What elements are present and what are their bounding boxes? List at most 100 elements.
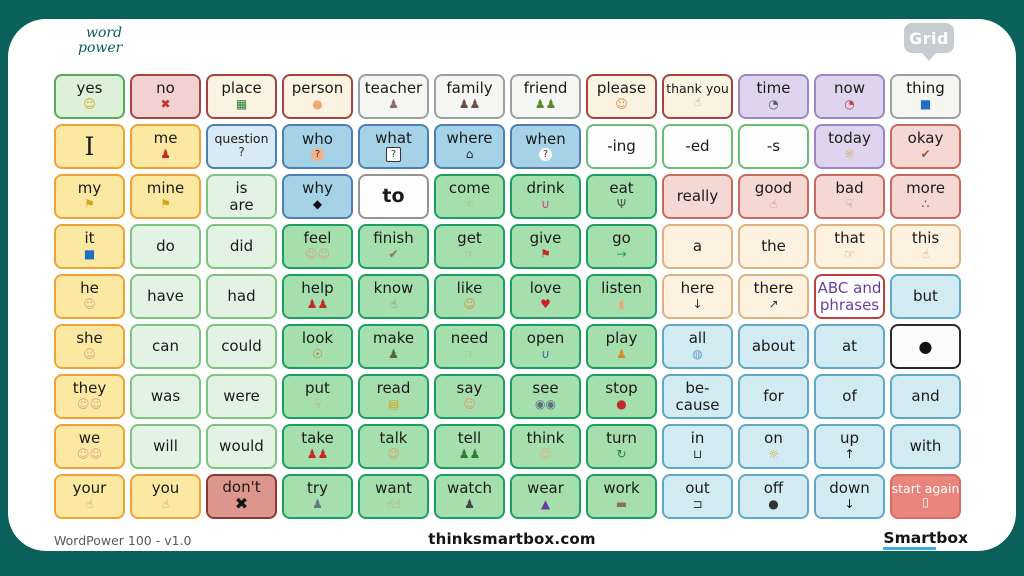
cell-feel[interactable]: feel ☺☺ bbox=[282, 224, 353, 269]
cell-was[interactable]: was bbox=[130, 374, 201, 419]
cell-is-are[interactable]: is are bbox=[206, 174, 277, 219]
cell-know[interactable]: know ☝ bbox=[358, 274, 429, 319]
cell-it[interactable]: it ■ bbox=[54, 224, 125, 269]
cell-turn[interactable]: turn ↻ bbox=[586, 424, 657, 469]
cell-look[interactable]: look ☉ bbox=[282, 324, 353, 369]
cell-bad[interactable]: bad ☟ bbox=[814, 174, 885, 219]
cell-suffix-s[interactable]: -s bbox=[738, 124, 809, 169]
cell-of[interactable]: of bbox=[814, 374, 885, 419]
cell-can[interactable]: can bbox=[130, 324, 201, 369]
cell-period[interactable]: ● bbox=[890, 324, 961, 369]
cell-person[interactable]: person ● bbox=[282, 74, 353, 119]
cell-play[interactable]: play ♟ bbox=[586, 324, 657, 369]
cell-i[interactable]: I bbox=[54, 124, 125, 169]
cell-place[interactable]: place ▦ bbox=[206, 74, 277, 119]
cell-get[interactable]: get ☞ bbox=[434, 224, 505, 269]
cell-help[interactable]: help ♟♟ bbox=[282, 274, 353, 319]
cell-stop[interactable]: stop ● bbox=[586, 374, 657, 419]
cell-now[interactable]: now ◔ bbox=[814, 74, 885, 119]
cell-go[interactable]: go → bbox=[586, 224, 657, 269]
cell-need[interactable]: need ☞ bbox=[434, 324, 505, 369]
cell-thank-you[interactable]: thank you ☝ bbox=[662, 74, 733, 119]
cell-wear[interactable]: wear ▲ bbox=[510, 474, 581, 519]
cell-do[interactable]: do bbox=[130, 224, 201, 269]
cell-want[interactable]: want ☝☝ bbox=[358, 474, 429, 519]
cell-work[interactable]: work ▬ bbox=[586, 474, 657, 519]
cell-at[interactable]: at bbox=[814, 324, 885, 369]
cell-we[interactable]: we ☺☺ bbox=[54, 424, 125, 469]
cell-a[interactable]: a bbox=[662, 224, 733, 269]
cell-there[interactable]: there ↗ bbox=[738, 274, 809, 319]
cell-finish[interactable]: finish ✔ bbox=[358, 224, 429, 269]
cell-where[interactable]: where ⌂ bbox=[434, 124, 505, 169]
cell-the[interactable]: the bbox=[738, 224, 809, 269]
cell-would[interactable]: would bbox=[206, 424, 277, 469]
cell-up[interactable]: up ↑ bbox=[814, 424, 885, 469]
cell-down[interactable]: down ↓ bbox=[814, 474, 885, 519]
cell-but[interactable]: but bbox=[890, 274, 961, 319]
cell-with[interactable]: with bbox=[890, 424, 961, 469]
cell-take[interactable]: take ♟♟ bbox=[282, 424, 353, 469]
cell-family[interactable]: family ♟♟ bbox=[434, 74, 505, 119]
cell-listen[interactable]: listen ◖ bbox=[586, 274, 657, 319]
cell-about[interactable]: about bbox=[738, 324, 809, 369]
cell-she[interactable]: she ☺ bbox=[54, 324, 125, 369]
cell-had[interactable]: had bbox=[206, 274, 277, 319]
cell-time[interactable]: time ◔ bbox=[738, 74, 809, 119]
cell-all[interactable]: all ◍ bbox=[662, 324, 733, 369]
cell-talk[interactable]: talk ☺ bbox=[358, 424, 429, 469]
cell-try[interactable]: try ♟ bbox=[282, 474, 353, 519]
cell-love[interactable]: love ♥ bbox=[510, 274, 581, 319]
cell-okay[interactable]: okay ✔ bbox=[890, 124, 961, 169]
cell-your[interactable]: your ☝ bbox=[54, 474, 125, 519]
cell-open[interactable]: open ∪ bbox=[510, 324, 581, 369]
cell-off[interactable]: off ● bbox=[738, 474, 809, 519]
cell-really[interactable]: really bbox=[662, 174, 733, 219]
cell-more[interactable]: more ∴ bbox=[890, 174, 961, 219]
cell-teacher[interactable]: teacher ♟ bbox=[358, 74, 429, 119]
cell-did[interactable]: did bbox=[206, 224, 277, 269]
cell-suffix-ed[interactable]: -ed bbox=[662, 124, 733, 169]
cell-like[interactable]: like ☺ bbox=[434, 274, 505, 319]
cell-today[interactable]: today ☼ bbox=[814, 124, 885, 169]
cell-friend[interactable]: friend ♟♟ bbox=[510, 74, 581, 119]
cell-read[interactable]: read ▤ bbox=[358, 374, 429, 419]
cell-see[interactable]: see ◉◉ bbox=[510, 374, 581, 419]
cell-give[interactable]: give ⚑ bbox=[510, 224, 581, 269]
cell-start-again[interactable]: start again ▯ bbox=[890, 474, 961, 519]
cell-suffix-ing[interactable]: -ing bbox=[586, 124, 657, 169]
cell-think[interactable]: think ☺ bbox=[510, 424, 581, 469]
cell-thing[interactable]: thing ■ bbox=[890, 74, 961, 119]
cell-eat[interactable]: eat Ψ bbox=[586, 174, 657, 219]
cell-here[interactable]: here ↓ bbox=[662, 274, 733, 319]
cell-were[interactable]: were bbox=[206, 374, 277, 419]
cell-dont[interactable]: don't ✖ bbox=[206, 474, 277, 519]
cell-have[interactable]: have bbox=[130, 274, 201, 319]
cell-on[interactable]: on ☼ bbox=[738, 424, 809, 469]
cell-come[interactable]: come ☜ bbox=[434, 174, 505, 219]
cell-because[interactable]: be-cause bbox=[662, 374, 733, 419]
cell-tell[interactable]: tell ♟♟ bbox=[434, 424, 505, 469]
cell-please[interactable]: please ☺ bbox=[586, 74, 657, 119]
cell-you[interactable]: you ☝ bbox=[130, 474, 201, 519]
cell-yes[interactable]: yes ☺ bbox=[54, 74, 125, 119]
cell-that[interactable]: that ☞ bbox=[814, 224, 885, 269]
cell-he[interactable]: he ☺ bbox=[54, 274, 125, 319]
cell-will[interactable]: will bbox=[130, 424, 201, 469]
cell-this[interactable]: this ☝ bbox=[890, 224, 961, 269]
cell-watch[interactable]: watch ♟ bbox=[434, 474, 505, 519]
cell-abc-and-phrases[interactable]: ABC and phrases bbox=[814, 274, 885, 319]
cell-when[interactable]: when? bbox=[510, 124, 581, 169]
cell-good[interactable]: good ☝ bbox=[738, 174, 809, 219]
cell-who[interactable]: who? bbox=[282, 124, 353, 169]
cell-in[interactable]: in ⊔ bbox=[662, 424, 733, 469]
cell-mine[interactable]: mine ⚑ bbox=[130, 174, 201, 219]
cell-could[interactable]: could bbox=[206, 324, 277, 369]
cell-for[interactable]: for bbox=[738, 374, 809, 419]
cell-drink[interactable]: drink ∪ bbox=[510, 174, 581, 219]
cell-question[interactable]: question? bbox=[206, 124, 277, 169]
cell-they[interactable]: they ☺☺ bbox=[54, 374, 125, 419]
cell-me[interactable]: me ♟ bbox=[130, 124, 201, 169]
cell-put[interactable]: put ☟ bbox=[282, 374, 353, 419]
cell-say[interactable]: say ☺ bbox=[434, 374, 505, 419]
